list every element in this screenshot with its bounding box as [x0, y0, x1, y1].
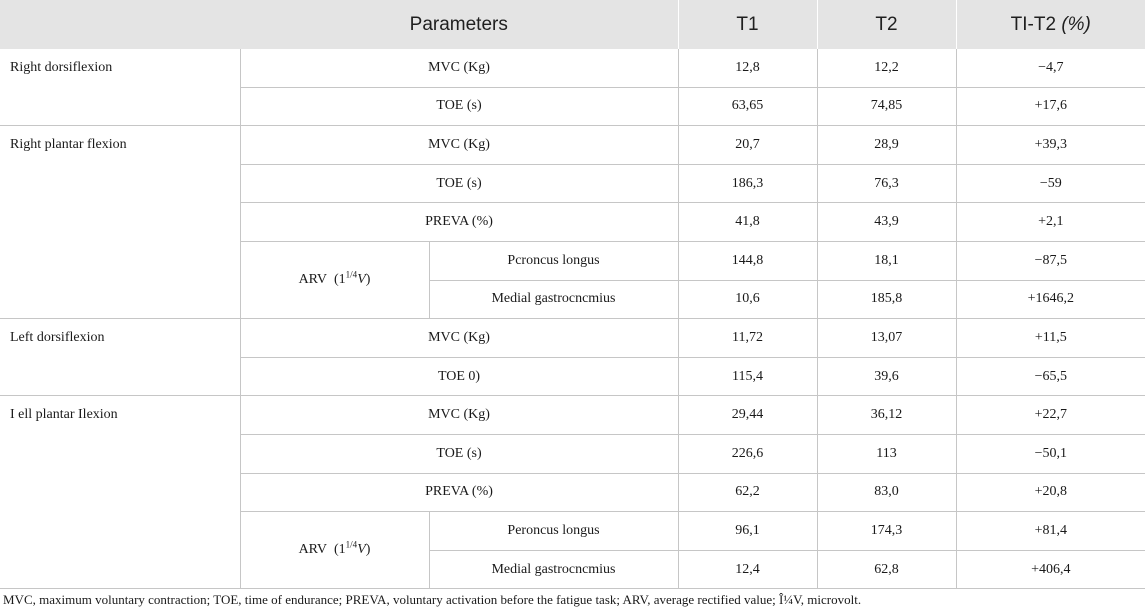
parameter-cell: TOE (s) — [240, 164, 679, 204]
diff-cell: +20,8 — [956, 473, 1145, 513]
header-parameters: Parameters — [240, 0, 679, 49]
t1-cell: 96,1 — [678, 511, 818, 551]
muscle-cell: Medial gastrocncmius — [429, 280, 679, 320]
t1-cell: 41,8 — [678, 202, 818, 242]
arv-label-cell: ARV (11/4V) — [240, 511, 430, 590]
t2-cell: 62,8 — [817, 550, 957, 590]
arv-label: ARV (1 — [298, 272, 346, 288]
table-row: PREVA (%) 41,8 43,9 +2,1 — [0, 202, 1145, 242]
t1-cell: 144,8 — [678, 241, 818, 281]
diff-cell: −59 — [956, 164, 1145, 204]
parameter-cell: TOE (s) — [240, 87, 679, 127]
table-row: I ell plantar Ilexion MVC (Kg) 29,44 36,… — [0, 395, 1145, 590]
arv-close: ) — [365, 272, 371, 288]
table-row: TOE 0) 115,4 39,6 −65,5 — [0, 357, 1145, 397]
t2-cell: 76,3 — [817, 164, 957, 204]
table-row: TOE (s) 186,3 76,3 −59 — [0, 164, 1145, 204]
t2-cell: 83,0 — [817, 473, 957, 513]
t1-cell: 115,4 — [678, 357, 818, 397]
arv-close: ) — [365, 542, 371, 558]
muscle-cell: Pcroncus longus — [429, 241, 679, 281]
table-row: ARV (11/4V) Peroncus longus 96,1 174,3 +… — [0, 511, 1145, 590]
parameter-cell: MVC (Kg) — [240, 318, 679, 358]
results-table: Parameters T1 T2 TI-T2 (%) Right dorsifl… — [0, 0, 1145, 590]
t2-cell: 185,8 — [817, 280, 957, 320]
diff-cell: +2,1 — [956, 202, 1145, 242]
parameter-cell: TOE (s) — [240, 434, 679, 474]
group-label-left-dorsiflexion: Left dorsiflexion — [0, 318, 241, 397]
arv-label: ARV (1 — [298, 542, 346, 558]
arv-sup: 1/4 — [345, 269, 358, 280]
t1-cell: 226,6 — [678, 434, 818, 474]
arv-sup: 1/4 — [345, 539, 358, 550]
t2-cell: 113 — [817, 434, 957, 474]
parameter-cell: MVC (Kg) — [240, 49, 679, 88]
t1-cell: 12,8 — [678, 49, 818, 88]
parameter-cell: MVC (Kg) — [240, 395, 679, 435]
t1-cell: 20,7 — [678, 125, 818, 165]
diff-cell: −65,5 — [956, 357, 1145, 397]
header-t1: T1 — [678, 0, 818, 49]
arv-unit: V — [357, 272, 366, 288]
diff-cell: −50,1 — [956, 434, 1145, 474]
diff-cell: +11,5 — [956, 318, 1145, 358]
parameter-cell: PREVA (%) — [240, 202, 679, 242]
table-row: TOE (s) 63,65 74,85 +17,6 — [0, 87, 1145, 127]
group-label-left-plantar-flexion: I ell plantar Ilexion — [0, 395, 241, 590]
muscle-cell: Peroncus longus — [429, 511, 679, 551]
t2-cell: 13,07 — [817, 318, 957, 358]
t1-cell: 11,72 — [678, 318, 818, 358]
header-diff-label: TI-T2 — [1010, 13, 1062, 35]
header-t2: T2 — [817, 0, 957, 49]
header-row: Parameters T1 T2 TI-T2 (%) — [0, 0, 1145, 49]
arv-unit: V — [357, 542, 366, 558]
table-row: Medial gastrocncmius 12,4 62,8 +406,4 — [0, 550, 1145, 590]
t2-cell: 174,3 — [817, 511, 957, 551]
parameter-cell: MVC (Kg) — [240, 125, 679, 165]
table-footnote: MVC, maximum voluntary contraction; TOE,… — [3, 592, 862, 607]
t1-cell: 29,44 — [678, 395, 818, 435]
t2-cell: 74,85 — [817, 87, 957, 127]
diff-cell: +39,3 — [956, 125, 1145, 165]
t2-cell: 12,2 — [817, 49, 957, 88]
t2-cell: 39,6 — [817, 357, 957, 397]
diff-cell: +1646,2 — [956, 280, 1145, 320]
diff-cell: −4,7 — [956, 49, 1145, 88]
diff-cell: +81,4 — [956, 511, 1145, 551]
diff-cell: +406,4 — [956, 550, 1145, 590]
table-row: PREVA (%) 62,2 83,0 +20,8 — [0, 473, 1145, 513]
t2-cell: 28,9 — [817, 125, 957, 165]
t1-cell: 63,65 — [678, 87, 818, 127]
arv-label-cell: ARV (11/4V) — [240, 241, 430, 320]
header-diff: TI-T2 (%) — [956, 0, 1145, 49]
table-row: Right plantar flexion MVC (Kg) 20,7 28,9… — [0, 125, 1145, 320]
t2-cell: 43,9 — [817, 202, 957, 242]
table-row: Right dorsiflexion MVC (Kg) 12,8 12,2 −4… — [0, 49, 1145, 127]
group-label-right-plantar-flexion: Right plantar flexion — [0, 125, 241, 320]
table-row: ARV (11/4V) Pcroncus longus 144,8 18,1 −… — [0, 241, 1145, 320]
diff-cell: +22,7 — [956, 395, 1145, 435]
t2-cell: 36,12 — [817, 395, 957, 435]
diff-cell: −87,5 — [956, 241, 1145, 281]
muscle-cell: Medial gastrocncmius — [429, 550, 679, 590]
parameter-cell: TOE 0) — [240, 357, 679, 397]
t1-cell: 186,3 — [678, 164, 818, 204]
table-row: TOE (s) 226,6 113 −50,1 — [0, 434, 1145, 474]
header-diff-pct: (%) — [1061, 13, 1091, 35]
table-row: Left dorsiflexion MVC (Kg) 11,72 13,07 +… — [0, 318, 1145, 397]
table-row: Medial gastrocncmius 10,6 185,8 +1646,2 — [0, 280, 1145, 320]
t2-cell: 18,1 — [817, 241, 957, 281]
t1-cell: 12,4 — [678, 550, 818, 590]
t1-cell: 10,6 — [678, 280, 818, 320]
header-blank — [0, 0, 240, 49]
t1-cell: 62,2 — [678, 473, 818, 513]
group-label-right-dorsiflexion: Right dorsiflexion — [0, 49, 241, 127]
diff-cell: +17,6 — [956, 87, 1145, 127]
parameter-cell: PREVA (%) — [240, 473, 679, 513]
